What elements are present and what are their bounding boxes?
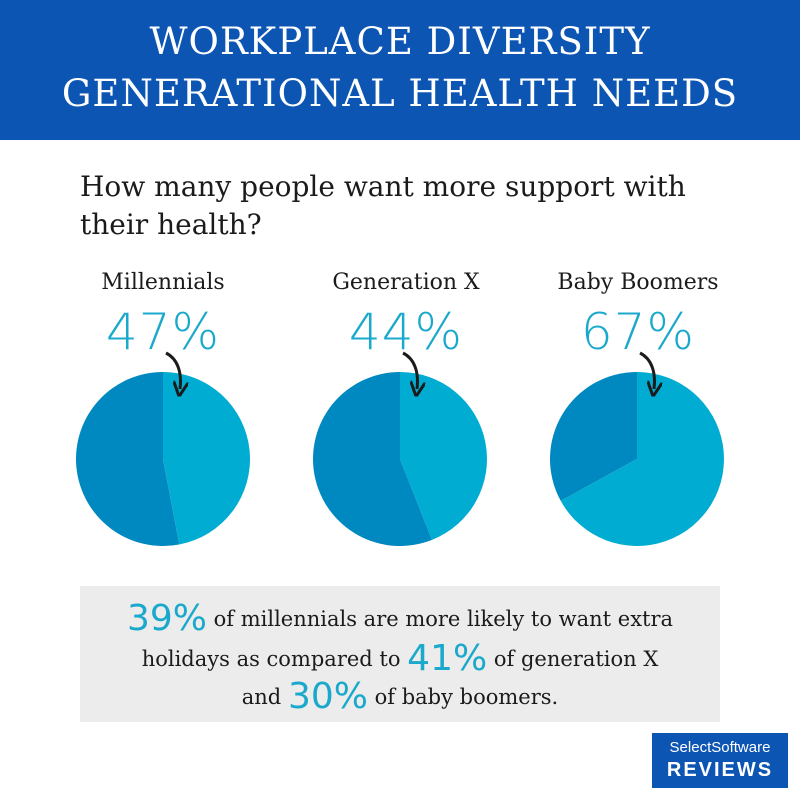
footnote-line-1: 39% of millennials are more likely to wa… (80, 598, 720, 639)
footnote-pct-generation-x: 41% (407, 638, 488, 679)
millennials-column: Millennials 47% (43, 270, 283, 360)
brand-logo-line1: SelectSoftware (669, 739, 771, 756)
series-label-generation-x: Generation X (332, 270, 480, 295)
pie-slice-baby-boomers (560, 372, 724, 546)
pie-slice-millennials (163, 372, 250, 545)
footnote-text-3: of generation X (487, 647, 659, 671)
brand-logo: SelectSoftware REVIEWS (652, 733, 788, 788)
footnote-line-3: and 30% of baby boomers. (80, 676, 720, 717)
header-banner: WORKPLACE DIVERSITY GENERATIONAL HEALTH … (0, 0, 800, 140)
footnote-pct-millennials: 39% (126, 598, 207, 639)
baby-boomers-column: Baby Boomers 67% (518, 270, 758, 360)
footnote-text-1: of millennials are more likely to want e… (206, 607, 674, 631)
footnote-pct-baby-boomers: 30% (287, 676, 368, 717)
series-pct-baby-boomers: 67% (580, 303, 696, 361)
chart-question: How many people want more support with t… (80, 170, 686, 241)
footnote-text-4: and (241, 685, 288, 709)
brand-logo-line2: REVIEWS (666, 759, 774, 781)
series-pct-generation-x: 44% (348, 303, 464, 361)
pie-slice-generation-x (400, 372, 487, 540)
series-label-millennials: Millennials (101, 270, 225, 295)
pie-remainder-generation-x (312, 372, 433, 547)
generation-x-column: Generation X 44% (286, 270, 526, 360)
header-title-line1: WORKPLACE DIVERSITY (149, 20, 651, 63)
footnote-text-5: of baby boomers. (367, 685, 559, 709)
pie-remainder-millennials (75, 372, 180, 546)
header-title-line2: GENERATIONAL HEALTH NEEDS (61, 72, 739, 115)
pie-remainder-baby-boomers (550, 372, 637, 501)
footnote-line-2: holidays as compared to 41% of generatio… (80, 638, 720, 679)
footnote-text-2: holidays as compared to (141, 647, 408, 671)
footnote-box: 39% of millennials are more likely to wa… (80, 586, 720, 722)
series-pct-millennials: 47% (105, 303, 221, 361)
series-label-baby-boomers: Baby Boomers (557, 270, 719, 295)
